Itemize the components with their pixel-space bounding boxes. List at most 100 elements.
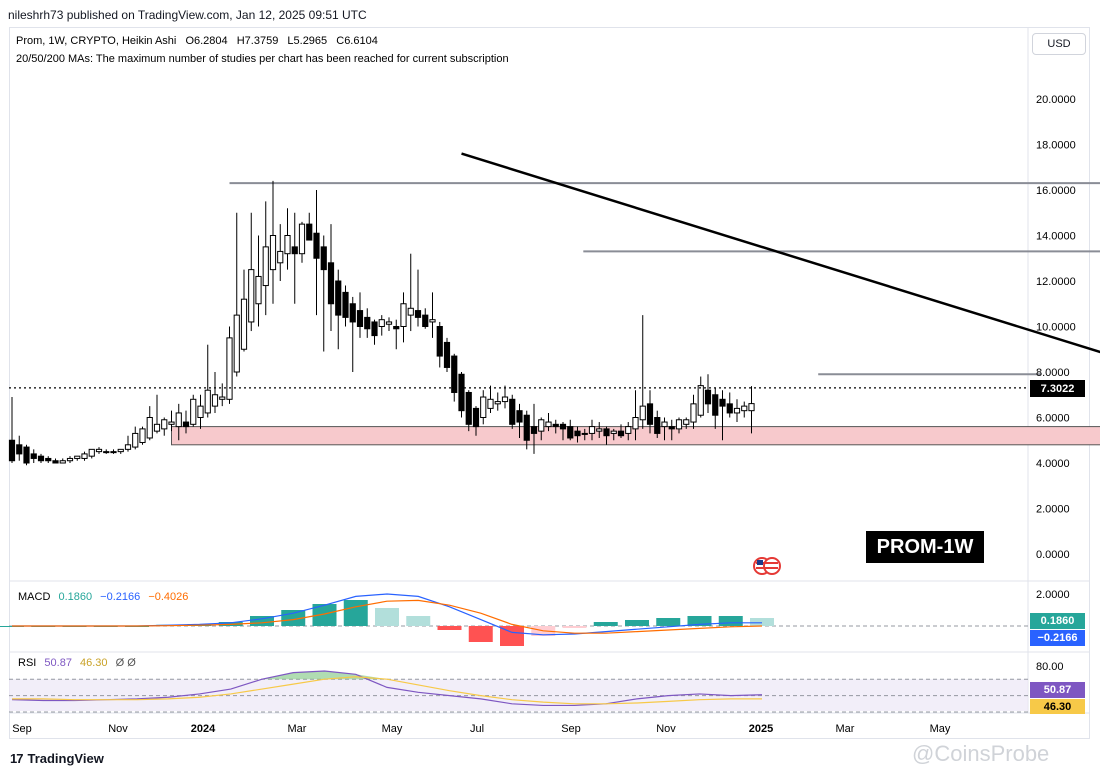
tradingview-logo[interactable]: 17 TradingView bbox=[10, 751, 104, 766]
currency-button[interactable]: USD bbox=[1032, 33, 1086, 55]
candle-body bbox=[37, 455, 45, 462]
candle-body bbox=[378, 319, 385, 327]
price-axis-tick: 14.0000 bbox=[1036, 231, 1076, 243]
candle-body bbox=[240, 298, 248, 350]
macd-histogram-bar bbox=[312, 604, 337, 626]
candle-body bbox=[400, 303, 407, 327]
candle-body bbox=[429, 319, 436, 323]
candle-body bbox=[501, 396, 509, 403]
candle-body bbox=[617, 430, 625, 437]
macd-histogram-bar bbox=[625, 620, 649, 626]
price-axis-tick: 16.0000 bbox=[1036, 185, 1076, 197]
candle-body bbox=[45, 457, 52, 462]
candle-body bbox=[277, 250, 284, 264]
candle-body bbox=[704, 389, 712, 405]
candle-body bbox=[422, 314, 429, 327]
coinsprobe-watermark: @CoinsProbe bbox=[912, 741, 1049, 767]
low-label: L bbox=[287, 35, 293, 47]
candle-body bbox=[342, 291, 349, 318]
candle-body bbox=[59, 460, 66, 464]
candle-body bbox=[690, 403, 697, 423]
price-axis-tick: 6.0000 bbox=[1036, 413, 1070, 425]
ma-notice: 20/50/200 MAs: The maximum number of stu… bbox=[16, 53, 509, 65]
candle-body bbox=[480, 396, 487, 418]
candle-body bbox=[211, 394, 219, 407]
tradingview-icon: 17 bbox=[10, 751, 24, 766]
macd-legend: MACD 0.1860 −0.2166 −0.4026 bbox=[18, 591, 188, 603]
symbol-name: Prom, 1W, CRYPTO, Heikin Ashi bbox=[16, 35, 176, 47]
rsi-band bbox=[9, 679, 1028, 711]
low-value: 5.2965 bbox=[294, 35, 328, 47]
candle-body bbox=[733, 407, 741, 414]
candle-body bbox=[458, 373, 465, 412]
candle-body bbox=[153, 423, 161, 432]
candle-body bbox=[320, 246, 327, 271]
candle-body bbox=[88, 448, 95, 457]
time-axis-tick: Sep bbox=[12, 723, 32, 735]
candle-body bbox=[182, 421, 190, 428]
candle-body bbox=[284, 235, 291, 255]
candle-body bbox=[472, 407, 480, 428]
candle-body bbox=[494, 401, 501, 405]
macd-histogram-bar bbox=[343, 600, 368, 626]
rsi-ma-price-label: 46.30 bbox=[1030, 699, 1085, 714]
time-axis-tick: 2024 bbox=[191, 723, 216, 735]
candle-body bbox=[124, 444, 132, 450]
candle-body bbox=[538, 419, 545, 432]
rsi-label: RSI bbox=[18, 657, 36, 669]
candle-body bbox=[683, 419, 690, 425]
candle-body bbox=[668, 426, 675, 430]
rsi-pane bbox=[9, 670, 1028, 713]
price-axis-tick: 4.0000 bbox=[1036, 458, 1070, 470]
candle-body bbox=[451, 355, 458, 393]
candle-body bbox=[588, 426, 596, 434]
candle-body bbox=[596, 428, 603, 432]
time-axis-tick: Nov bbox=[108, 723, 128, 735]
candle-body bbox=[712, 394, 719, 416]
candle-body bbox=[226, 337, 233, 400]
candle-body bbox=[661, 421, 668, 428]
candle-body bbox=[393, 326, 400, 330]
candle-body bbox=[567, 426, 574, 439]
macd-histogram-bar bbox=[718, 616, 743, 626]
candle-body bbox=[8, 439, 16, 462]
price-axis-tick: 10.0000 bbox=[1036, 322, 1076, 334]
rsi-value-1: 50.87 bbox=[44, 657, 72, 669]
us-flag-event-icon[interactable] bbox=[753, 557, 781, 575]
macd-price-label: 0.1860 bbox=[1030, 613, 1085, 629]
candle-body bbox=[313, 232, 320, 259]
watermark-text: @CoinsProbe bbox=[912, 741, 1050, 766]
candle-body bbox=[204, 389, 211, 414]
descending-trendline bbox=[461, 152, 1100, 354]
signal-line bbox=[12, 599, 763, 634]
open-label: O bbox=[185, 35, 194, 47]
time-axis-tick: 2025 bbox=[749, 723, 773, 735]
candle-body bbox=[559, 423, 567, 430]
candle-body bbox=[610, 430, 617, 434]
time-axis-tick: May bbox=[382, 723, 403, 735]
candle-body bbox=[371, 321, 378, 337]
symbol-badge: PROM-1W bbox=[866, 531, 984, 563]
candle-body bbox=[103, 451, 110, 454]
candle-body bbox=[385, 321, 393, 325]
candle-body bbox=[132, 432, 139, 448]
macd-value-3: −0.4026 bbox=[148, 591, 188, 603]
candle-body bbox=[335, 280, 342, 316]
candle-body bbox=[233, 314, 240, 373]
chart-frame bbox=[9, 27, 1090, 739]
candle-body bbox=[574, 430, 581, 437]
macd-histogram-bar bbox=[468, 626, 493, 642]
candle-body bbox=[545, 421, 552, 428]
macd-label: MACD bbox=[18, 591, 50, 603]
candle-body bbox=[168, 421, 175, 425]
high-value: 7.3759 bbox=[245, 35, 279, 47]
time-axis-tick: Mar bbox=[288, 723, 307, 735]
candle-body bbox=[523, 414, 530, 441]
rsi-line bbox=[11, 670, 763, 707]
candle-body bbox=[748, 403, 755, 412]
candle-body bbox=[255, 275, 262, 305]
rsi-value-3: Ø Ø bbox=[116, 657, 137, 669]
macd-histogram-bar bbox=[437, 626, 462, 630]
candle-body bbox=[414, 310, 422, 318]
